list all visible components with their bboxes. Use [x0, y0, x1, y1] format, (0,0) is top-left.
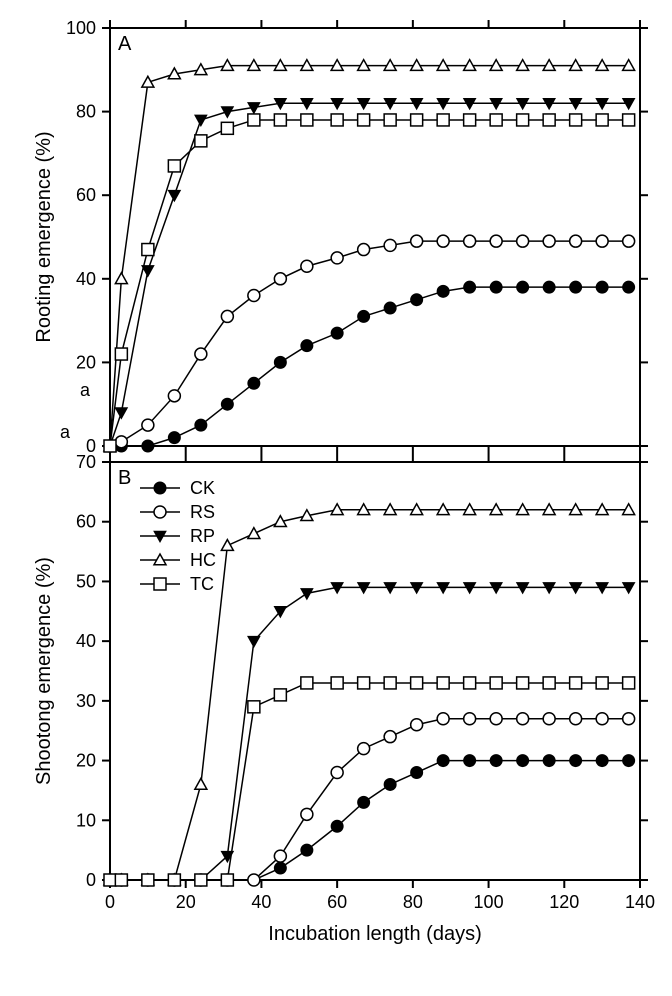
xtick-label: 20	[176, 892, 196, 912]
chart-svg: 0 20 40 60 80 100 Rooting emergence (%) A 0 20 40 6…	[0, 0, 672, 996]
panel-label: A	[118, 33, 132, 55]
series-markers-rp	[104, 583, 635, 886]
ytick-label: 100	[66, 18, 96, 38]
xtick-label: 100	[474, 892, 504, 912]
xtick-label: 0	[105, 892, 115, 912]
ytick-label: 0	[86, 870, 96, 890]
legend-label-tc: TC	[190, 574, 214, 594]
series-line-ck	[110, 287, 629, 446]
series-markers-rp	[104, 98, 635, 452]
figure-container: 0 20 40 60 80 100 Rooting emergence (%) A 0 20 40 6…	[0, 0, 672, 996]
stray-label: a	[60, 422, 71, 442]
xtick-label: 140	[625, 892, 655, 912]
series-markers-ck	[104, 281, 635, 452]
series-markers-ck	[104, 755, 635, 886]
xtick-label: 40	[251, 892, 271, 912]
ytick-label: 40	[76, 269, 96, 289]
series-line-rp	[110, 103, 629, 446]
legend-label-ck: CK	[190, 478, 215, 498]
series-line-ck	[110, 761, 629, 880]
ytick-label: 80	[76, 102, 96, 122]
stray-label: a	[80, 380, 91, 400]
y-axis-label: Rooting emergence (%)	[33, 131, 55, 342]
ytick-label: 20	[76, 352, 96, 372]
y-axis-label: Shootong emergence (%)	[33, 557, 55, 785]
plot-frame	[110, 28, 640, 446]
series-markers-tc	[104, 114, 635, 452]
series-markers-tc	[104, 677, 635, 886]
legend-label-hc: HC	[190, 550, 216, 570]
series-line-hc	[110, 510, 629, 880]
ytick-label: 60	[76, 185, 96, 205]
panel-label: B	[118, 467, 131, 489]
series-line-rs	[110, 241, 629, 446]
series-line-rp	[110, 587, 629, 880]
series-markers-hc	[104, 504, 635, 885]
ytick-label: 10	[76, 810, 96, 830]
ytick-label: 50	[76, 571, 96, 591]
xtick-label: 60	[327, 892, 347, 912]
legend-label-rp: RP	[190, 526, 215, 546]
xtick-label: 120	[549, 892, 579, 912]
legend: CK RS RP HC TC	[140, 478, 216, 594]
legend-label-rs: RS	[190, 502, 215, 522]
ytick-label: 20	[76, 751, 96, 771]
ytick-label: 60	[76, 512, 96, 532]
ytick-label: 30	[76, 691, 96, 711]
ytick-label: 70	[76, 452, 96, 472]
xtick-label: 80	[403, 892, 423, 912]
ytick-label: 40	[76, 631, 96, 651]
series-markers-rs	[104, 235, 635, 452]
plot-frame	[110, 462, 640, 880]
x-axis-label: Incubation length (days)	[268, 923, 481, 945]
